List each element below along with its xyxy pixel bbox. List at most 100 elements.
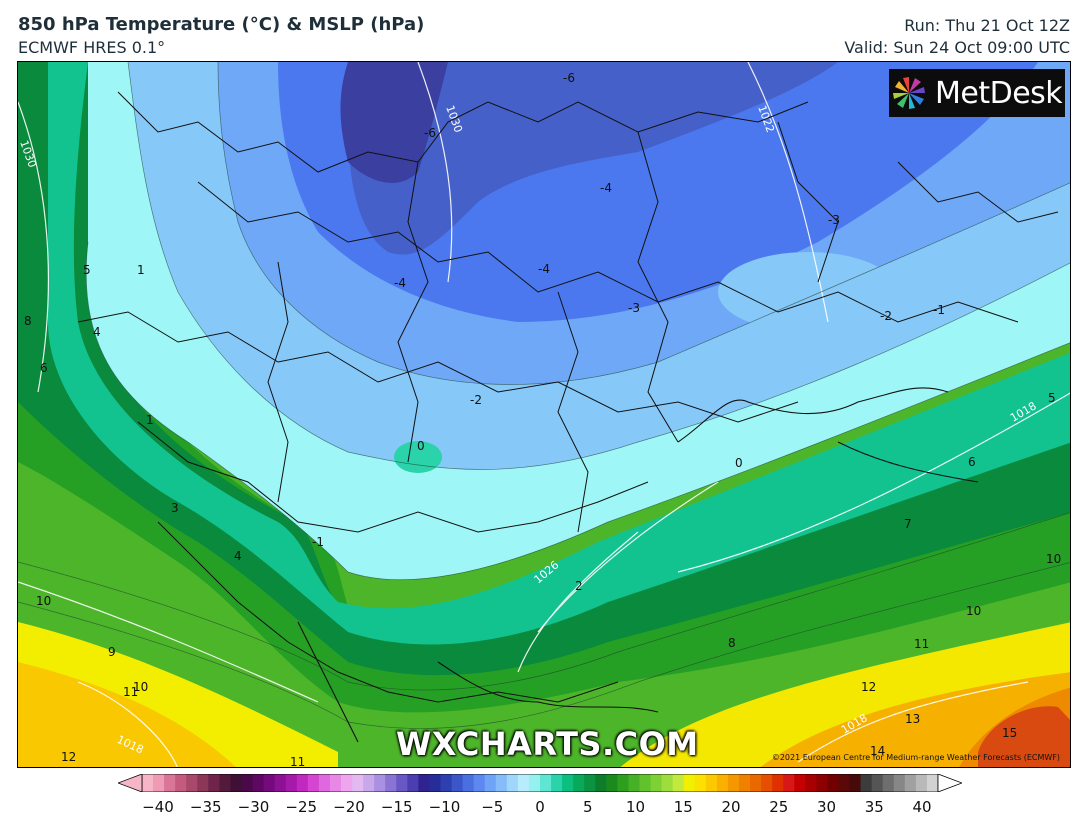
- scale-tick-label: 40: [912, 798, 932, 816]
- metdesk-pinwheel-icon: [893, 77, 925, 109]
- scale-cell: [230, 774, 242, 792]
- scale-cell: [926, 774, 939, 792]
- scale-cell: [484, 774, 497, 792]
- scale-cell: [750, 774, 762, 792]
- temp-label: -1: [312, 535, 324, 549]
- model-subtitle: ECMWF HRES 0.1°: [18, 38, 166, 57]
- scale-cell: [562, 774, 574, 792]
- scale-cell: [495, 774, 508, 792]
- color-scale-cells: [141, 774, 939, 792]
- scale-cell: [341, 774, 353, 792]
- scale-cell: [153, 774, 165, 792]
- scale-cell: [915, 774, 928, 792]
- scale-cell: [551, 774, 563, 792]
- temp-label: 6: [968, 455, 976, 469]
- temp-label: 1: [146, 413, 154, 427]
- scale-cell: [595, 774, 607, 792]
- scale-cell: [716, 774, 729, 792]
- temp-label: -6: [563, 71, 575, 85]
- scale-cell: [164, 774, 176, 792]
- scale-cell: [772, 774, 784, 792]
- scale-cell: [142, 774, 154, 792]
- scale-cell: [473, 774, 486, 792]
- temp-label: 0: [735, 456, 743, 470]
- scale-cell: [739, 774, 751, 792]
- temp-label: 5: [1048, 391, 1056, 405]
- temp-label: -3: [828, 213, 840, 227]
- scale-tick-label: −20: [333, 798, 365, 816]
- scale-cell: [794, 774, 806, 792]
- scale-tick-label: 20: [721, 798, 741, 816]
- scale-cell: [683, 774, 696, 792]
- temp-label: -3: [628, 301, 640, 315]
- temp-label: 12: [861, 680, 876, 694]
- copyright-notice: ©2021 European Centre for Medium-range W…: [771, 753, 1060, 762]
- scale-tick-label: −40: [142, 798, 174, 816]
- temp-label: 12: [61, 750, 76, 764]
- scale-cell: [197, 774, 209, 792]
- scale-cell: [385, 774, 397, 792]
- scale-tick-label: −10: [428, 798, 461, 816]
- scale-cell: [617, 774, 629, 792]
- temp-label: 13: [905, 712, 920, 726]
- temp-label: 15: [1002, 726, 1017, 740]
- scale-tick-label: −5: [481, 798, 504, 816]
- scale-cell: [407, 774, 419, 792]
- temp-label: 5: [83, 263, 91, 277]
- scale-cell: [540, 774, 552, 792]
- scale-cell: [871, 774, 884, 792]
- scale-cell: [429, 774, 441, 792]
- scale-cell: [418, 774, 430, 792]
- scale-cell: [882, 774, 895, 792]
- scale-tick-label: −15: [380, 798, 413, 816]
- temp-label: 10: [966, 604, 981, 618]
- temp-label: -4: [394, 276, 406, 290]
- temp-label: 11: [123, 685, 138, 699]
- temp-label: 11: [290, 755, 305, 768]
- scale-cell: [517, 774, 530, 792]
- scale-tick-label: −30: [237, 798, 270, 816]
- scale-cell: [805, 774, 817, 792]
- temp-label: 8: [24, 314, 32, 328]
- scale-tick-label: 0: [535, 798, 545, 816]
- scale-cell: [904, 774, 917, 792]
- temp-label: 3: [171, 501, 179, 515]
- scale-cell: [584, 774, 596, 792]
- scale-cell: [849, 774, 862, 792]
- temp-label: -2: [470, 393, 482, 407]
- scale-cell: [263, 774, 276, 792]
- scale-cell: [639, 774, 652, 792]
- scale-right-arrow: [937, 774, 962, 792]
- scale-left-arrow: [118, 774, 143, 792]
- temp-label: 4: [93, 325, 101, 339]
- temp-label: 14: [870, 744, 885, 758]
- scale-cell: [175, 774, 187, 792]
- temperature-field: -6 -6 -4 -4 -4 -3 -3 -2 -2 -1 -1 0 0 1 1…: [18, 62, 1070, 768]
- metdesk-logo-text: MetDesk: [935, 75, 1063, 111]
- scale-cell: [363, 774, 375, 792]
- scale-tick-label: 30: [816, 798, 837, 816]
- color-scale-bar: [118, 774, 962, 792]
- scale-tick-label: 5: [582, 798, 593, 816]
- scale-cell: [573, 774, 585, 792]
- scale-cell: [208, 774, 220, 792]
- wxcharts-watermark: WXCHARTS.COM: [396, 725, 699, 763]
- temp-label: 1: [137, 263, 145, 277]
- scale-cell: [893, 774, 906, 792]
- scale-cell: [672, 774, 685, 792]
- scale-cell: [241, 774, 254, 792]
- scale-cell: [285, 774, 298, 792]
- temp-label: 9: [108, 645, 116, 659]
- temp-label: 2: [575, 579, 583, 593]
- temp-label: 6: [40, 361, 48, 375]
- scale-cell: [440, 774, 453, 792]
- scale-cell: [650, 774, 663, 792]
- scale-cell: [506, 774, 519, 792]
- scale-cell: [827, 774, 839, 792]
- scale-cell: [606, 774, 618, 792]
- temp-label: 10: [1046, 552, 1061, 566]
- scale-cell: [219, 774, 231, 792]
- scale-cell: [318, 774, 331, 792]
- scale-cell: [451, 774, 464, 792]
- scale-cell: [727, 774, 740, 792]
